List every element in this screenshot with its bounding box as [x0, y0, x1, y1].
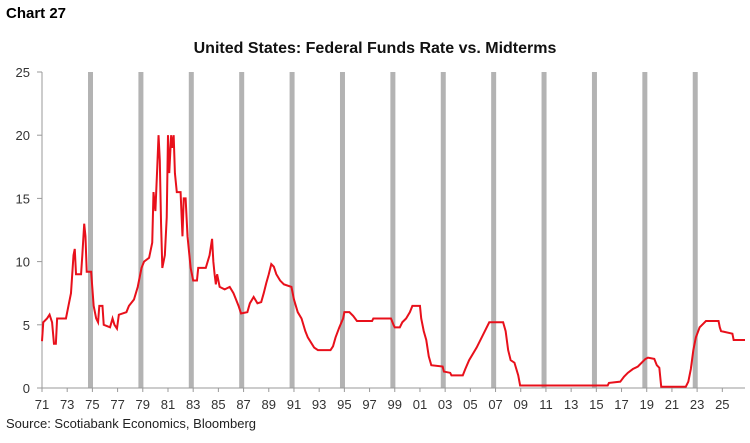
midterm-bar-5	[339, 72, 345, 388]
x-tick-label-03: 03	[438, 397, 452, 412]
x-tick-label-97: 97	[362, 397, 376, 412]
x-tick-label-87: 87	[236, 397, 250, 412]
y-tick-label-20: 20	[16, 128, 30, 143]
x-tick-label-73: 73	[60, 397, 74, 412]
midterm-bar-4	[289, 72, 295, 388]
y-tick-label-15: 15	[16, 191, 30, 206]
midterm-bar-7	[440, 72, 446, 388]
midterm-bar-3	[239, 72, 245, 388]
x-tick-label-91: 91	[287, 397, 301, 412]
series-line-fed-funds-rate	[41, 135, 745, 388]
x-tick-label-79: 79	[136, 397, 150, 412]
x-tick-label-83: 83	[186, 397, 200, 412]
x-tick-label-99: 99	[388, 397, 402, 412]
x-tick-label-15: 15	[589, 397, 603, 412]
midterm-bar-2	[188, 72, 194, 388]
x-tick-label-25: 25	[715, 397, 729, 412]
y-tick-label-10: 10	[16, 255, 30, 270]
x-tick-label-09: 09	[514, 397, 528, 412]
y-tick-label-5: 5	[23, 318, 30, 333]
x-tick-label-23: 23	[690, 397, 704, 412]
x-tick-label-85: 85	[211, 397, 225, 412]
x-tick-label-13: 13	[564, 397, 578, 412]
x-tick-label-17: 17	[614, 397, 628, 412]
midterm-bar-10	[591, 72, 597, 388]
y-tick-label-0: 0	[23, 381, 30, 396]
x-tick-label-11: 11	[539, 397, 553, 412]
midterm-bar-12	[692, 72, 698, 388]
source-note: Source: Scotiabank Economics, Bloomberg	[6, 416, 257, 431]
midterm-bar-9	[541, 72, 547, 388]
x-tick-label-81: 81	[161, 397, 175, 412]
chart-number-label: Chart 27	[6, 5, 67, 22]
x-tick-label-07: 07	[488, 397, 502, 412]
x-tick-label-77: 77	[110, 397, 124, 412]
midterm-bars	[88, 72, 698, 388]
x-tick-label-89: 89	[262, 397, 276, 412]
midterm-bar-8	[491, 72, 497, 388]
midterm-bar-0	[88, 72, 94, 388]
chart-title: United States: Federal Funds Rate vs. Mi…	[193, 40, 557, 57]
y-tick-labels: 0 5 10 15 20 25	[16, 65, 30, 396]
x-tick-label-95: 95	[337, 397, 351, 412]
midterm-bar-6	[390, 72, 396, 388]
x-tick-label-19: 19	[639, 397, 653, 412]
x-tick-label-21: 21	[665, 397, 679, 412]
x-tick-label-93: 93	[312, 397, 326, 412]
x-tick-label-01: 01	[413, 397, 427, 412]
midterm-bar-11	[642, 72, 648, 388]
x-tick-label-75: 75	[85, 397, 99, 412]
x-tick-label-71: 71	[35, 397, 49, 412]
y-tick-label-25: 25	[16, 65, 30, 80]
midterm-bar-1	[138, 72, 144, 388]
x-tick-label-05: 05	[463, 397, 477, 412]
x-tick-labels: 71 73 75 77 79 81 83 85 87 89 91 93 95 97 99 01 03 05 07 09…	[35, 397, 730, 412]
